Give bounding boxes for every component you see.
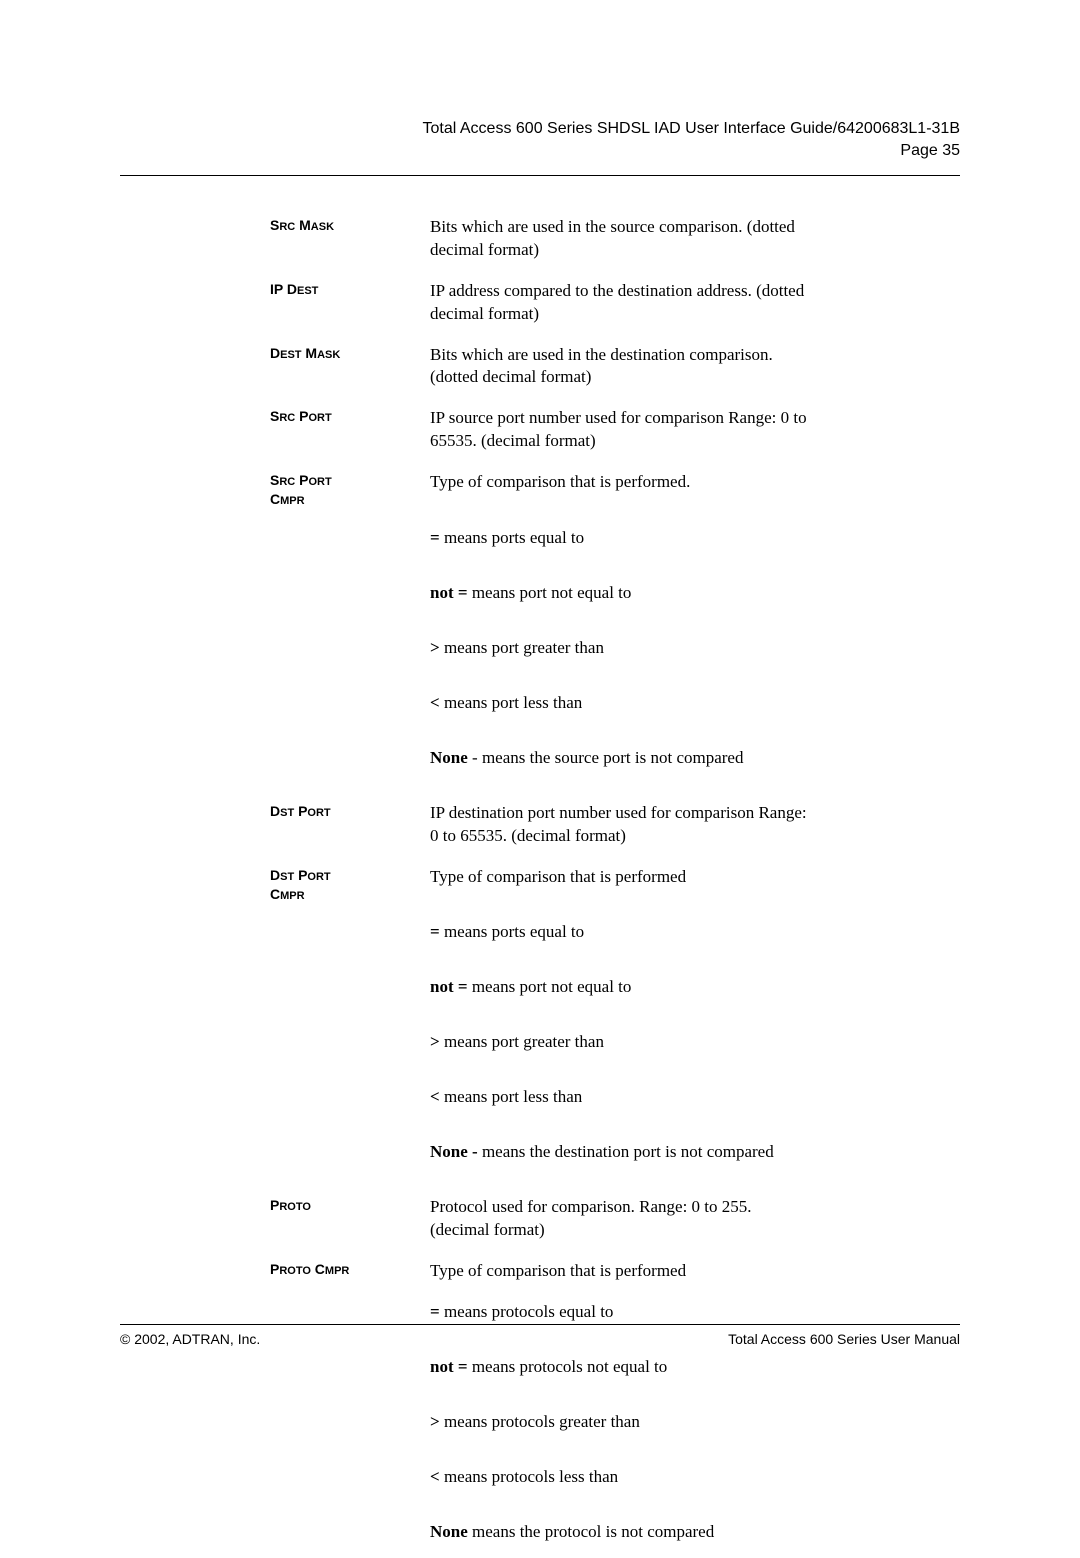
footer-manual-title: Total Access 600 Series User Manual [728, 1331, 960, 1347]
desc-src-port-cmpr: Type of comparison that is performed. [430, 471, 690, 509]
page-footer: © 2002, ADTRAN, Inc. Total Access 600 Se… [120, 1324, 960, 1347]
sub-src-0: = means ports equal to [270, 527, 960, 564]
definitions-list: SRC MASK Bits which are used in the sour… [120, 216, 960, 1558]
def-src-mask: SRC MASK Bits which are used in the sour… [270, 216, 960, 262]
def-src-port-cmpr: SRC PORT CMPR Type of comparison that is… [270, 471, 960, 509]
def-src-port: SRC PORT IP source port number used for … [270, 407, 960, 453]
term-proto-cmpr: PROTO CMPR [270, 1260, 430, 1283]
desc-dst-port: IP destination port number used for comp… [430, 802, 810, 848]
desc-proto: Protocol used for comparison. Range: 0 t… [430, 1196, 810, 1242]
term-dst-port: DST PORT [270, 802, 430, 848]
def-proto-cmpr: PROTO CMPR Type of comparison that is pe… [270, 1260, 960, 1283]
sub-dst-1: not = means port not equal to [270, 976, 960, 1013]
desc-dest-mask: Bits which are used in the destination c… [430, 344, 810, 390]
term-src-port-cmpr: SRC PORT CMPR [270, 471, 430, 509]
desc-src-mask: Bits which are used in the source compar… [430, 216, 810, 262]
footer-copyright: © 2002, ADTRAN, Inc. [120, 1331, 260, 1347]
header-title: Total Access 600 Series SHDSL IAD User I… [120, 118, 960, 140]
sub-proto-3: < means protocols less than [270, 1466, 960, 1503]
sub-dst-2: > means port greater than [270, 1031, 960, 1068]
desc-src-port: IP source port number used for compariso… [430, 407, 810, 453]
sub-proto-4: None means the protocol is not compared [270, 1521, 960, 1558]
term-dst-port-cmpr: DST PORT CMPR [270, 866, 430, 904]
term-ip-dest: IP DEST [270, 280, 430, 326]
desc-dst-port-cmpr: Type of comparison that is performed [430, 866, 686, 904]
def-dest-mask: DEST MASK Bits which are used in the des… [270, 344, 960, 390]
sub-src-4: None - means the source port is not comp… [270, 747, 960, 784]
sub-src-3: < means port less than [270, 692, 960, 729]
sub-src-1: not = means port not equal to [270, 582, 960, 619]
sub-dst-0: = means ports equal to [270, 921, 960, 958]
desc-ip-dest: IP address compared to the destination a… [430, 280, 810, 326]
sub-proto-2: > means protocols greater than [270, 1411, 960, 1448]
term-src-port: SRC PORT [270, 407, 430, 453]
header-rule [120, 175, 960, 176]
def-dst-port-cmpr: DST PORT CMPR Type of comparison that is… [270, 866, 960, 904]
term-src-mask: SRC MASK [270, 216, 430, 262]
term-dest-mask: DEST MASK [270, 344, 430, 390]
sub-proto-1: not = means protocols not equal to [270, 1356, 960, 1393]
term-proto: PROTO [270, 1196, 430, 1242]
def-ip-dest: IP DEST IP address compared to the desti… [270, 280, 960, 326]
footer-rule [120, 1324, 960, 1325]
sub-src-2: > means port greater than [270, 637, 960, 674]
def-dst-port: DST PORT IP destination port number used… [270, 802, 960, 848]
sub-dst-3: < means port less than [270, 1086, 960, 1123]
desc-proto-cmpr: Type of comparison that is performed [430, 1260, 686, 1283]
sub-dst-4: None - means the destination port is not… [270, 1141, 960, 1178]
page-header: Total Access 600 Series SHDSL IAD User I… [120, 118, 960, 163]
header-page: Page 35 [120, 140, 960, 162]
def-proto: PROTO Protocol used for comparison. Rang… [270, 1196, 960, 1242]
